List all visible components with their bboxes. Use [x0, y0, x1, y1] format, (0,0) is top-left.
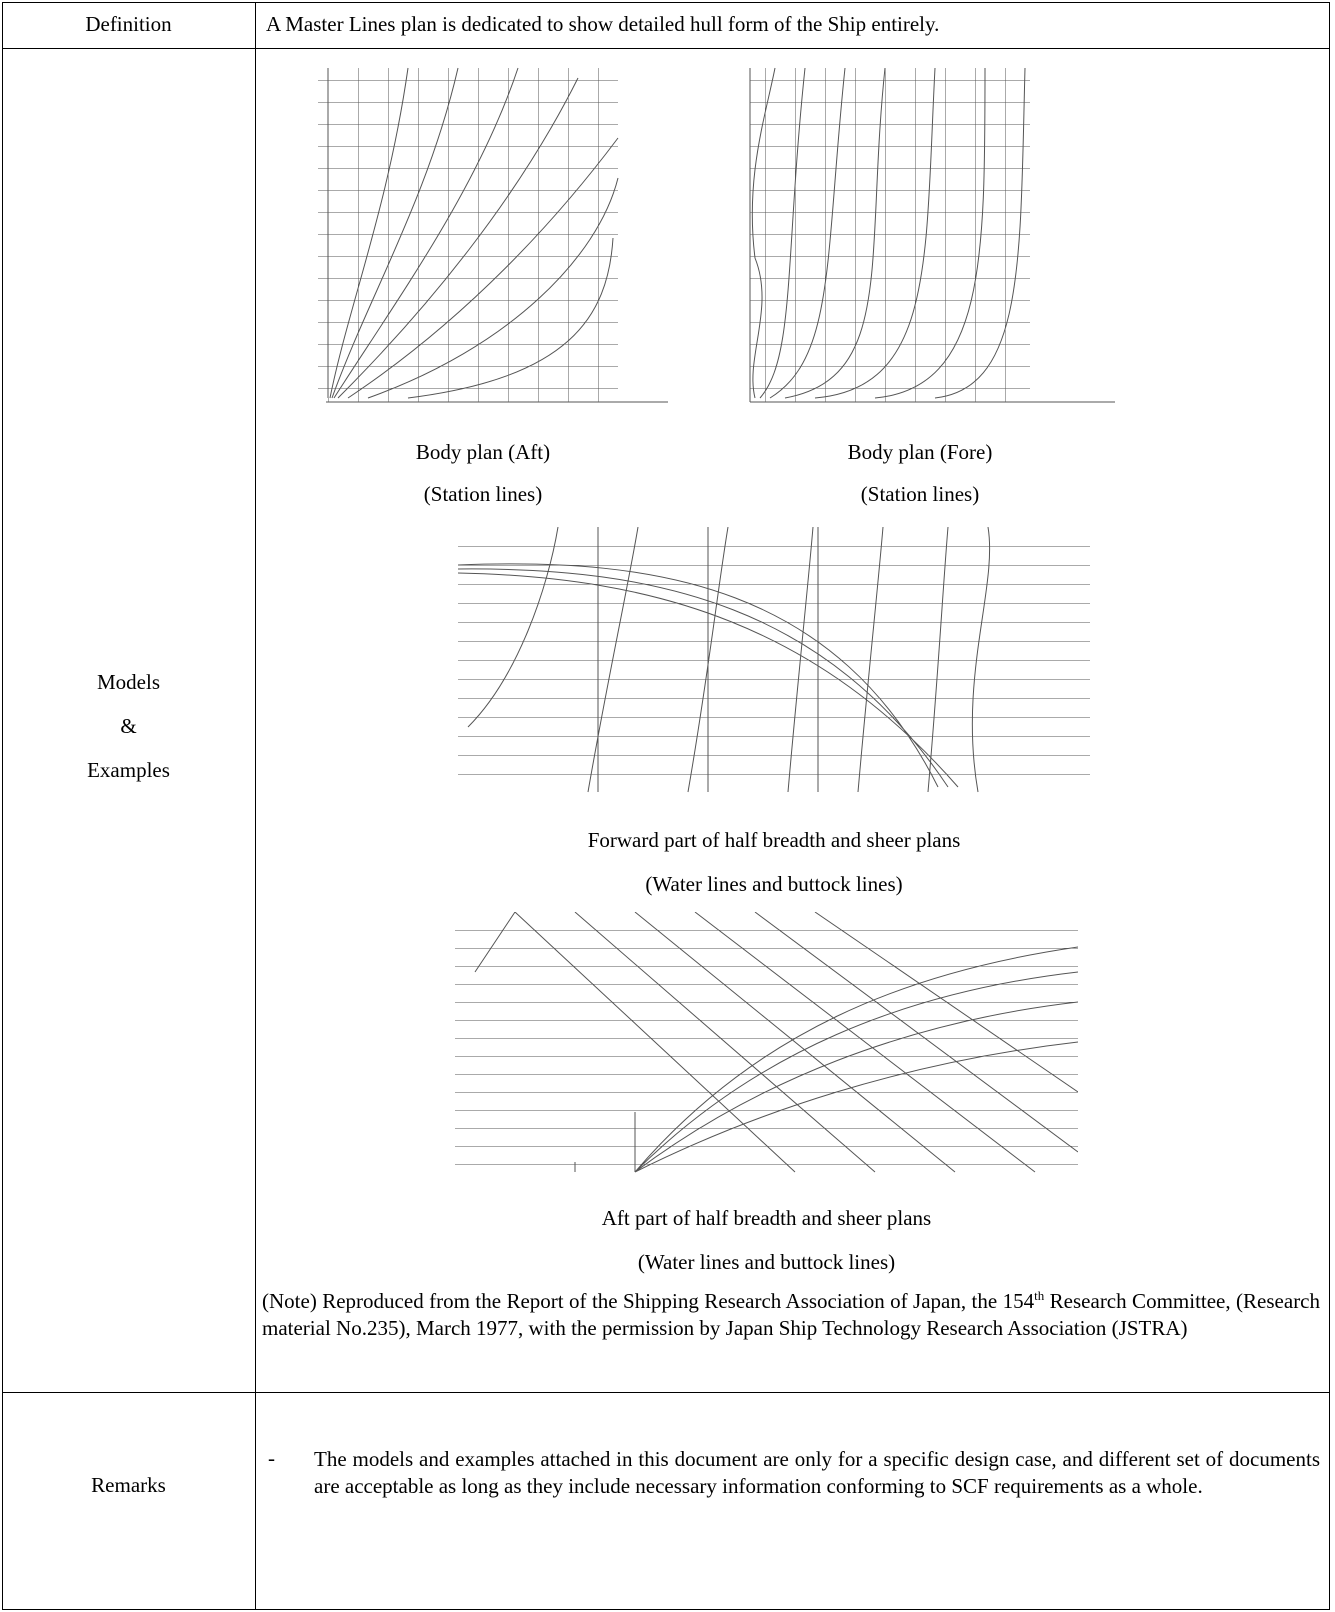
water-lines [458, 527, 959, 792]
grid [455, 922, 1078, 1172]
definition-text: A Master Lines plan is dedicated to show… [266, 12, 940, 36]
station-lines [329, 67, 619, 399]
figure-subcaption: (Water lines and buttock lines) [645, 872, 903, 896]
row-label: Examples [87, 758, 170, 782]
drawing [458, 527, 1090, 793]
grid [458, 537, 1090, 792]
note-text: Research Committee, (Research material N… [262, 1289, 1321, 1340]
note: (Note) Reproduced from the Report of the… [262, 1288, 1320, 1342]
figure-caption: Body plan (Aft) [415, 440, 551, 464]
buttock-lines [467, 527, 991, 793]
row-label: Models [97, 670, 160, 694]
figure-caption: Forward part of half breadth and sheer p… [587, 828, 961, 852]
bullet: - [268, 1446, 275, 1470]
row-label: & [120, 714, 137, 738]
figure-caption: Body plan (Fore) [847, 440, 993, 464]
grid [318, 68, 618, 402]
figure-subcaption: (Station lines) [860, 482, 980, 506]
drawing [318, 67, 668, 403]
drawing [455, 912, 1078, 1173]
grid [750, 68, 1030, 402]
drawing [749, 67, 1115, 403]
line [749, 68, 1115, 403]
row-label: Definition [85, 12, 172, 36]
figure-subcaption: (Water lines and buttock lines) [637, 1250, 896, 1274]
remarks-text: The models and examples attached in this… [314, 1447, 1320, 1498]
station-lines [751, 67, 1026, 399]
figure-caption: Aft part of half breadth and sheer plans [601, 1206, 932, 1230]
note-superscript: th [1034, 1288, 1045, 1303]
row-label: Remarks [91, 1473, 166, 1497]
figure-subcaption: (Station lines) [423, 482, 543, 506]
note-text: (Note) Reproduced from the Report of the… [262, 1289, 1035, 1313]
water-lines [474, 912, 1078, 1173]
line [326, 68, 668, 403]
